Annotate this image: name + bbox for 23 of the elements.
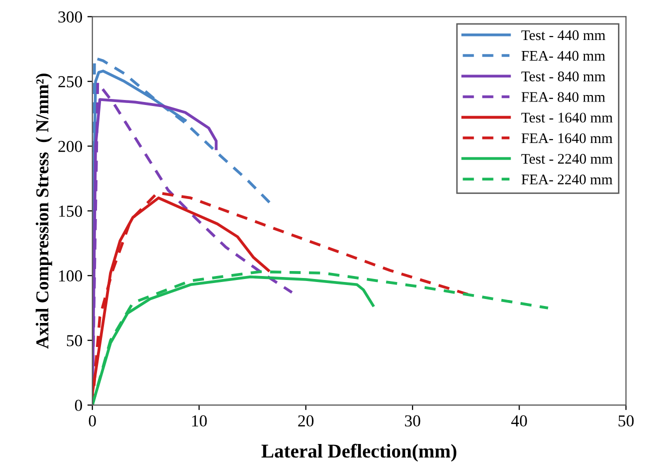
legend-label: Test - 840 mm	[521, 72, 606, 82]
y-tick-label: 0	[74, 400, 82, 412]
y-tick-label: 300	[58, 11, 82, 23]
y-axis-title: Axial Compression Stress ( N/mm²)	[36, 74, 52, 349]
legend-label: Test - 440 mm	[521, 30, 606, 40]
x-tick-label: 50	[618, 415, 634, 427]
y-tick-label: 150	[59, 206, 82, 217]
x-tick-label: 20	[298, 415, 314, 427]
y-tick-label: 200	[58, 140, 82, 152]
legend-label: FEA- 1640 mm	[522, 133, 612, 144]
x-tick-label: 40	[511, 415, 527, 427]
x-axis-title: Lateral Deflection(mm)	[262, 444, 456, 462]
y-tick-label: 250	[58, 76, 82, 88]
y-tick-label: 100	[59, 270, 82, 282]
legend-label: FEA- 440 mm	[522, 50, 606, 61]
legend-label: FEA- 2240 mm	[522, 174, 612, 184]
x-tick-label: 10	[192, 415, 207, 427]
legend-label: FEA- 840 mm	[522, 92, 606, 102]
legend-label: Test - 2240 mm	[521, 154, 613, 164]
x-tick-label: 30	[405, 415, 420, 427]
x-tick-label: 0	[88, 415, 96, 427]
y-tick-label: 50	[66, 335, 82, 346]
legend-label: Test - 1640 mm	[521, 112, 613, 123]
